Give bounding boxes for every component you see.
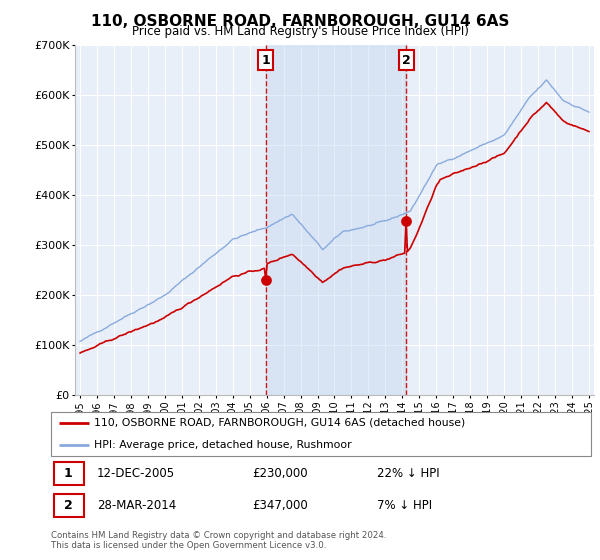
Text: 110, OSBORNE ROAD, FARNBOROUGH, GU14 6AS (detached house): 110, OSBORNE ROAD, FARNBOROUGH, GU14 6AS… bbox=[94, 418, 466, 428]
Text: 22% ↓ HPI: 22% ↓ HPI bbox=[377, 467, 439, 480]
FancyBboxPatch shape bbox=[54, 494, 83, 517]
Text: Contains HM Land Registry data © Crown copyright and database right 2024.: Contains HM Land Registry data © Crown c… bbox=[51, 531, 386, 540]
Text: 12-DEC-2005: 12-DEC-2005 bbox=[97, 467, 175, 480]
Text: 2: 2 bbox=[402, 54, 411, 67]
Point bbox=[401, 217, 411, 226]
Text: This data is licensed under the Open Government Licence v3.0.: This data is licensed under the Open Gov… bbox=[51, 541, 326, 550]
Text: 7% ↓ HPI: 7% ↓ HPI bbox=[377, 499, 432, 512]
Text: 28-MAR-2014: 28-MAR-2014 bbox=[97, 499, 176, 512]
Point bbox=[261, 276, 271, 284]
Text: £230,000: £230,000 bbox=[252, 467, 308, 480]
FancyBboxPatch shape bbox=[51, 413, 591, 455]
FancyBboxPatch shape bbox=[54, 462, 83, 485]
Bar bbox=[266, 45, 406, 395]
Text: 110, OSBORNE ROAD, FARNBOROUGH, GU14 6AS: 110, OSBORNE ROAD, FARNBOROUGH, GU14 6AS bbox=[91, 14, 509, 29]
Text: £347,000: £347,000 bbox=[252, 499, 308, 512]
Text: 2: 2 bbox=[64, 499, 73, 512]
Text: HPI: Average price, detached house, Rushmoor: HPI: Average price, detached house, Rush… bbox=[94, 440, 352, 450]
Text: Price paid vs. HM Land Registry's House Price Index (HPI): Price paid vs. HM Land Registry's House … bbox=[131, 25, 469, 38]
Text: 1: 1 bbox=[64, 467, 73, 480]
Text: 1: 1 bbox=[262, 54, 270, 67]
